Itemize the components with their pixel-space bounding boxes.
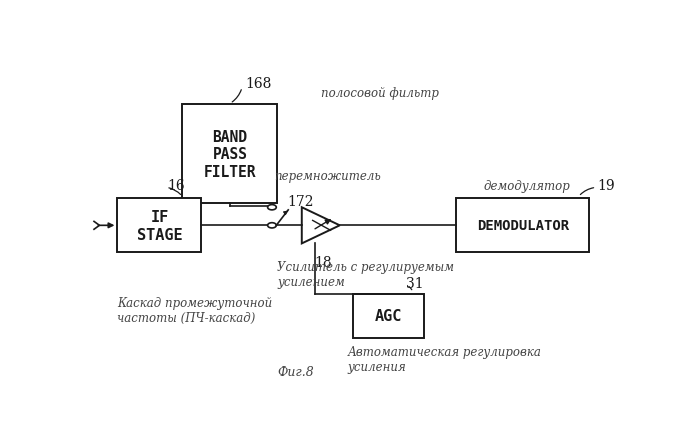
Text: 16: 16: [168, 178, 186, 193]
Text: BAND
PASS
FILTER: BAND PASS FILTER: [204, 130, 256, 179]
Circle shape: [267, 223, 276, 228]
Text: 18: 18: [314, 256, 332, 270]
FancyBboxPatch shape: [456, 199, 589, 253]
FancyBboxPatch shape: [183, 105, 277, 204]
Text: Фиг.8: Фиг.8: [277, 366, 314, 378]
Text: Автоматическая регулировка
усиления: Автоматическая регулировка усиления: [348, 345, 542, 373]
Text: DEMODULATOR: DEMODULATOR: [477, 219, 569, 233]
Text: IF
STAGE: IF STAGE: [136, 210, 182, 242]
Text: перемножитель: перемножитель: [274, 169, 382, 182]
Text: Усилитель с регулируемым
усилением: Усилитель с регулируемым усилением: [277, 261, 454, 289]
FancyBboxPatch shape: [354, 294, 424, 338]
Text: Каскад промежуточной
частоты (ПЧ-каскад): Каскад промежуточной частоты (ПЧ-каскад): [118, 296, 272, 324]
Text: демодулятор: демодулятор: [484, 180, 570, 193]
Text: 31: 31: [407, 276, 424, 291]
Text: AGC: AGC: [375, 308, 402, 323]
Circle shape: [267, 205, 276, 210]
Text: 172: 172: [287, 195, 314, 209]
Text: полосовой фильтр: полосовой фильтр: [321, 87, 439, 100]
FancyBboxPatch shape: [118, 199, 202, 253]
Text: 168: 168: [245, 77, 271, 91]
Text: 19: 19: [598, 178, 615, 193]
